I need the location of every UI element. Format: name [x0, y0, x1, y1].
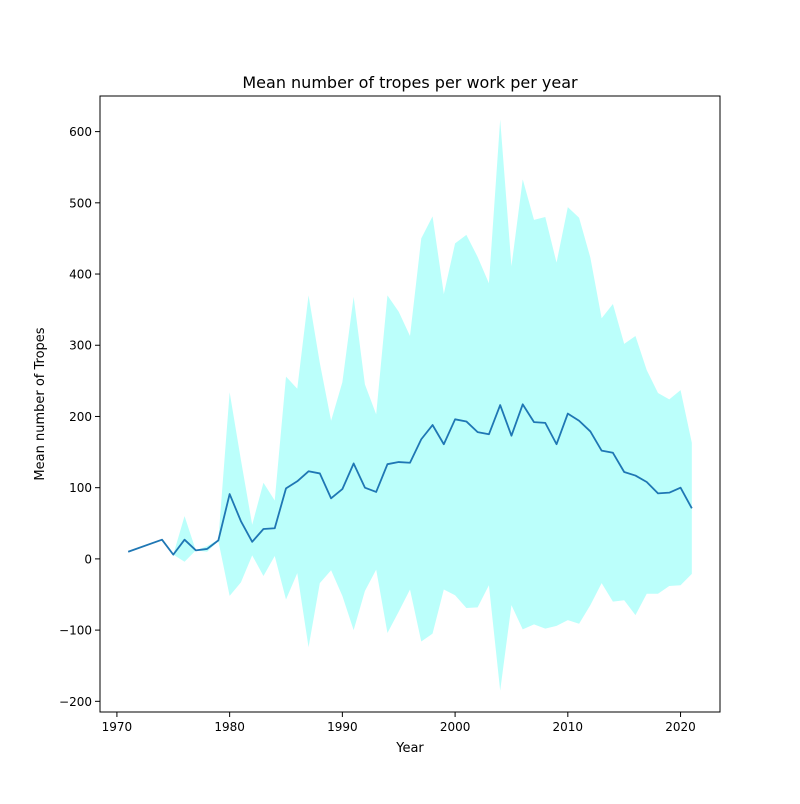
y-tick-label: 400	[69, 268, 92, 282]
y-axis: −200 −100 0 100 200 300 400 500 600	[59, 125, 100, 709]
y-axis-label: Mean number of Tropes	[33, 327, 48, 480]
plot-frame	[99, 95, 721, 713]
y-tick-label: −100	[59, 624, 92, 638]
x-tick-label: 2010	[553, 720, 584, 734]
y-tick-label: −200	[59, 695, 92, 709]
x-axis-label: Year	[395, 741, 424, 756]
y-tick-label: 500	[69, 196, 92, 210]
x-axis: 1970 1980 1990 2000 2010 2020	[102, 712, 696, 734]
chart-title: Mean number of tropes per work per year	[242, 73, 578, 92]
x-tick-label: 2000	[440, 720, 471, 734]
y-tick-label: 200	[69, 410, 92, 424]
x-tick-label: 1970	[102, 720, 133, 734]
y-tick-label: 600	[69, 125, 92, 139]
band-layer	[128, 119, 692, 691]
x-tick-label: 1990	[327, 720, 358, 734]
line-layer	[127, 403, 693, 556]
series-line	[127, 403, 693, 556]
series-band	[128, 119, 692, 691]
x-tick-label: 1980	[214, 720, 245, 734]
x-tick-label: 2020	[665, 720, 696, 734]
y-tick-label: 300	[69, 339, 92, 353]
y-tick-label: 0	[84, 552, 92, 566]
y-tick-label: 100	[69, 481, 92, 495]
